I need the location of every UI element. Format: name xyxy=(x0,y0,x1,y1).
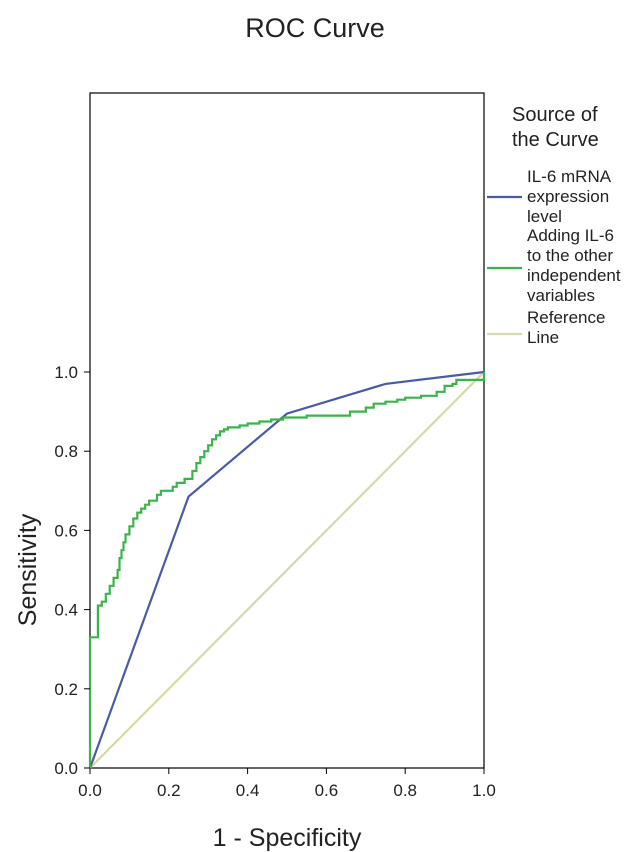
series-line-0 xyxy=(88,370,485,769)
y-tick-label: 0.0 xyxy=(54,759,78,778)
x-tick-label: 0.6 xyxy=(315,781,339,800)
series-line-2 xyxy=(89,371,485,769)
plot-frame xyxy=(89,92,485,769)
x-tick-label: 0.4 xyxy=(236,781,260,800)
legend-label: Adding IL-6 xyxy=(527,226,614,245)
y-tick-label: 0.6 xyxy=(54,521,78,540)
x-tick-label: 1.0 xyxy=(472,781,496,800)
legend-label: level xyxy=(527,207,562,226)
legend-title: Source of xyxy=(512,104,598,126)
legend-label: independent xyxy=(527,266,621,285)
x-tick-label: 0.0 xyxy=(78,781,102,800)
y-tick-label: 0.2 xyxy=(54,680,78,699)
y-tick-label: 0.8 xyxy=(54,442,78,461)
y-tick-label: 1.0 xyxy=(54,363,78,382)
legend-label: to the other xyxy=(527,246,613,265)
axis-ticks: 0.0 0.2 0.4 0.6 0.8 1.0 0.0 0.2 0.4 0.6 0.8 1.0 xyxy=(54,363,495,800)
legend-label: expression xyxy=(527,187,609,206)
y-tick-label: 0.4 xyxy=(54,601,78,620)
x-axis-label: 1 - Specificity xyxy=(213,824,362,852)
x-tick-label: 0.8 xyxy=(393,781,417,800)
legend-label: Line xyxy=(527,328,559,347)
chart-title: ROC Curve xyxy=(245,13,385,43)
legend-label: IL-6 mRNA xyxy=(527,167,612,186)
legend-label: Reference xyxy=(527,308,605,327)
legend: Source of the Curve IL-6 mRNAexpressionlev… xyxy=(487,104,621,347)
legend-label: variables xyxy=(527,286,595,305)
series-layer xyxy=(88,370,486,769)
legend-title: the Curve xyxy=(512,129,599,151)
y-axis-label: Sensitivity xyxy=(14,513,42,626)
series-line-1 xyxy=(88,372,486,768)
x-tick-label: 0.2 xyxy=(157,781,181,800)
